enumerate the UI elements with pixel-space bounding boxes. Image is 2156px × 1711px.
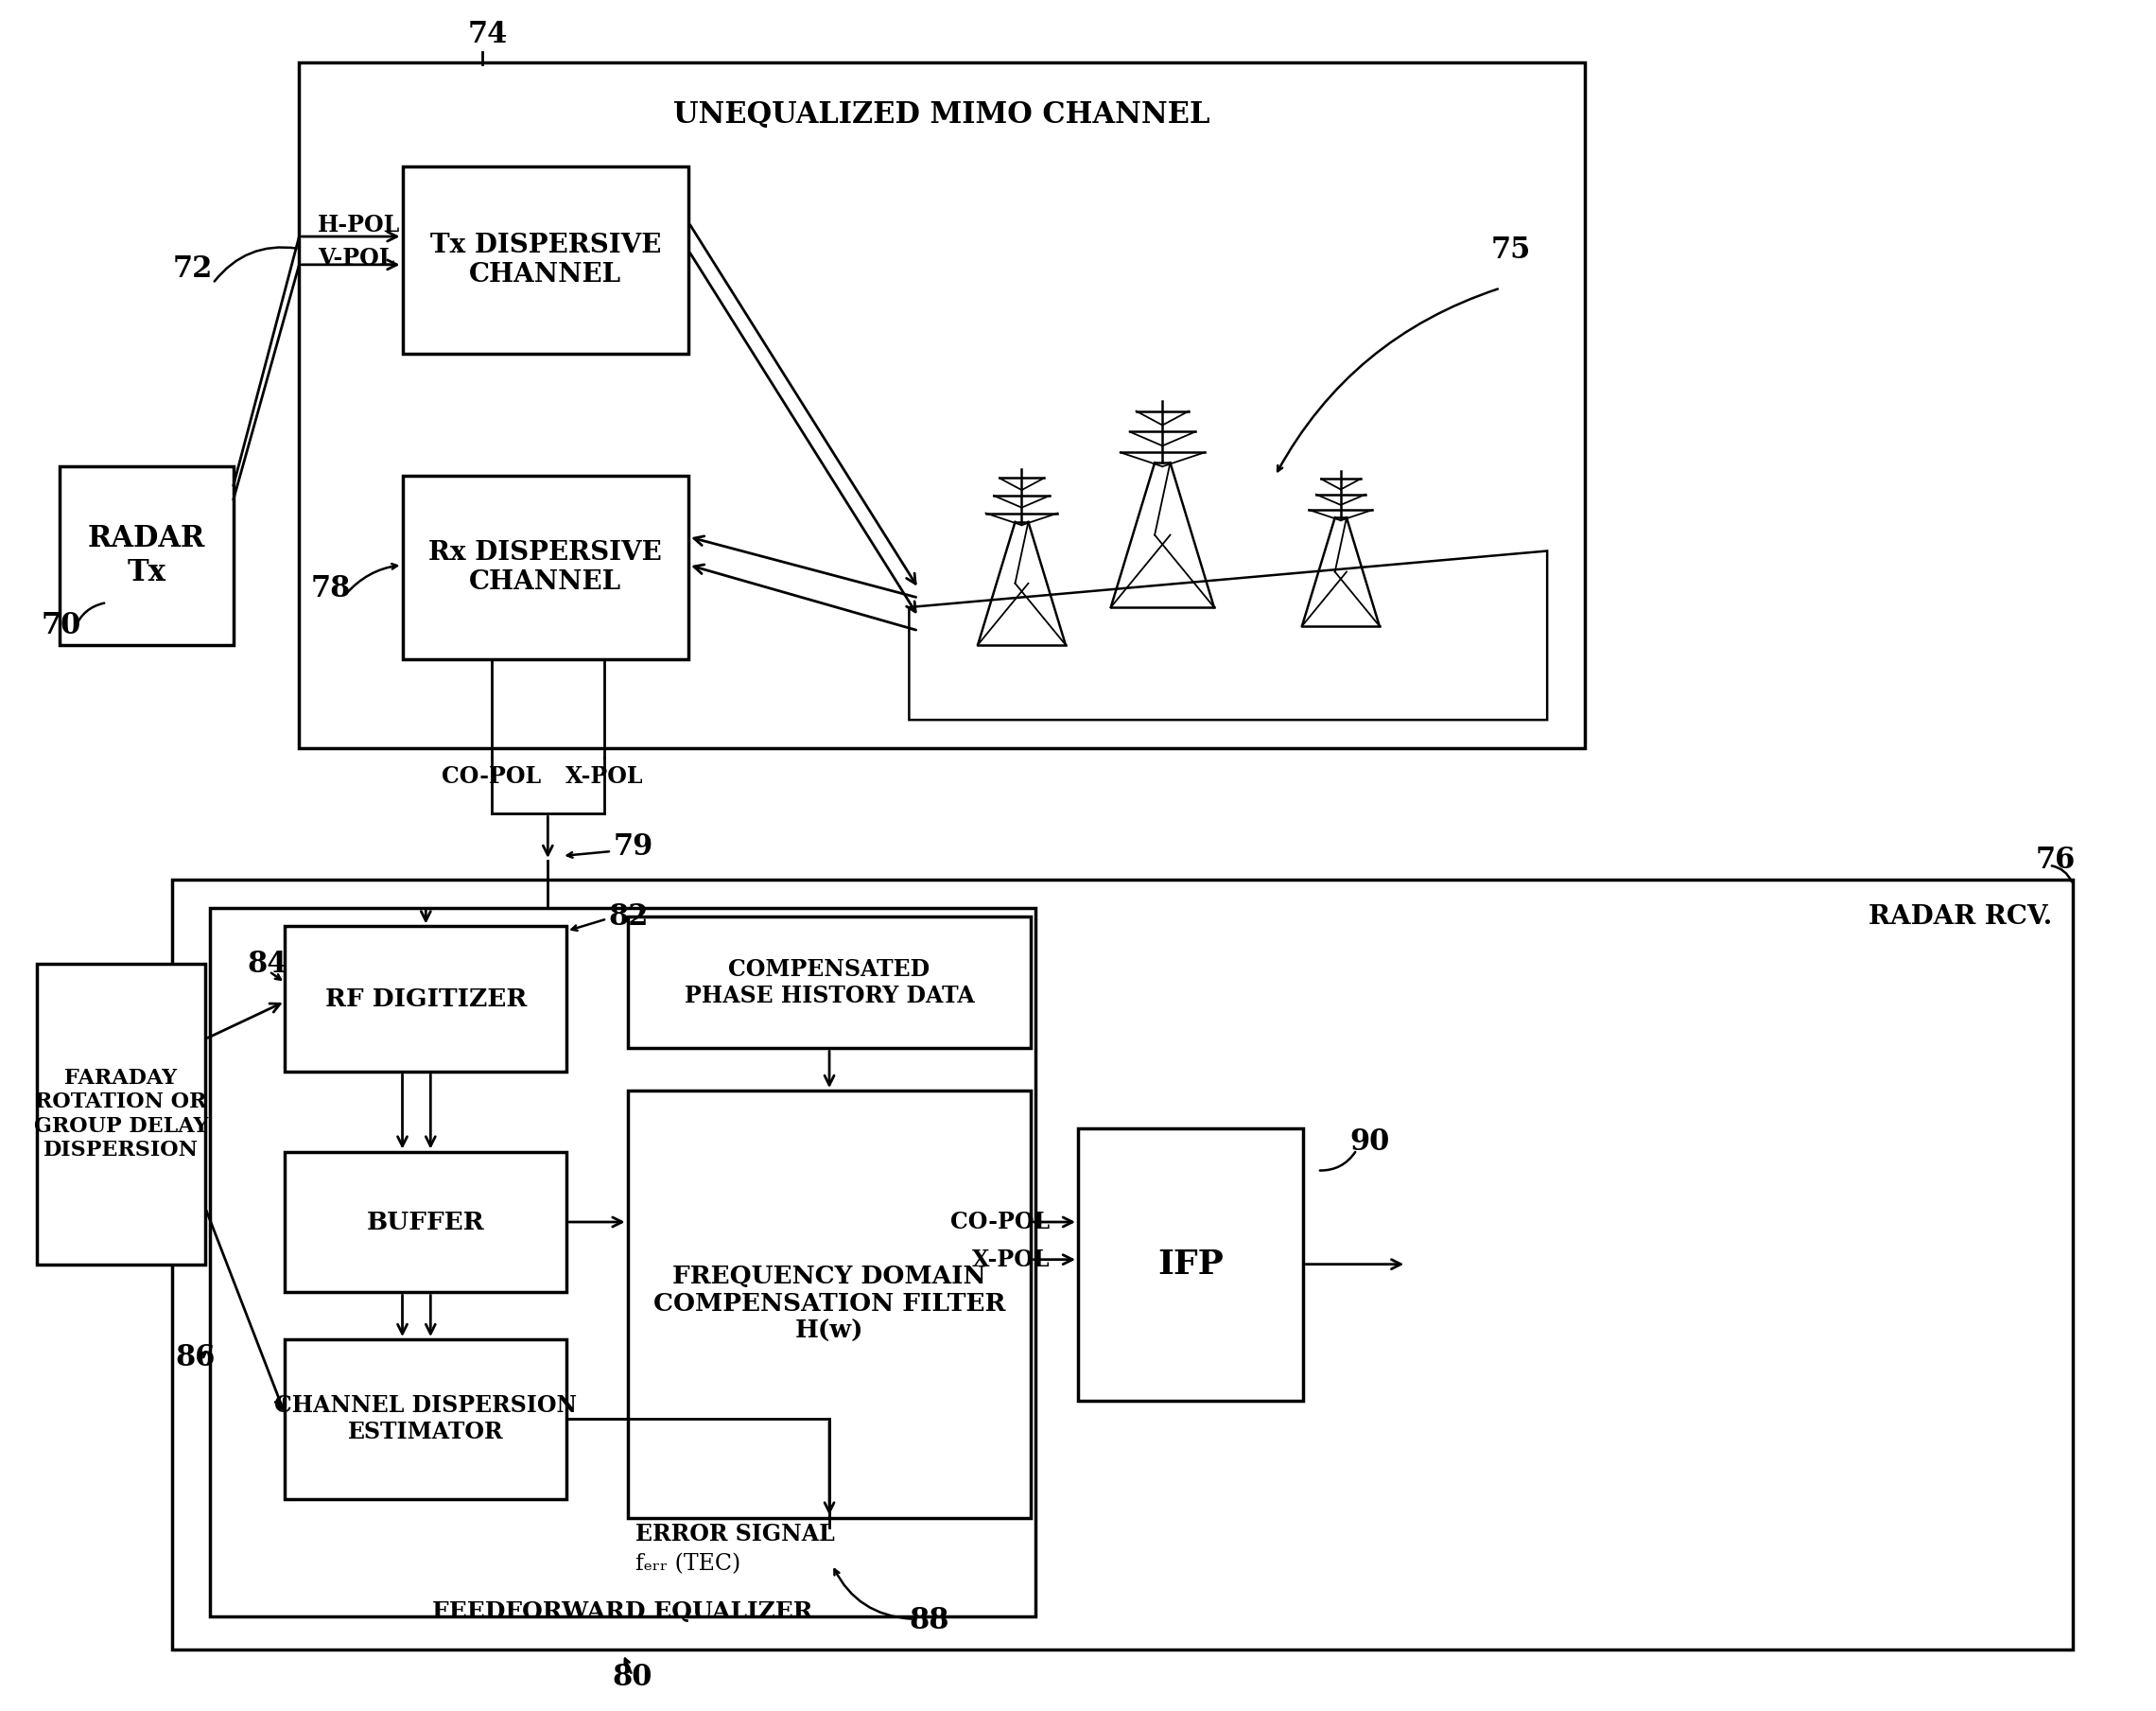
Bar: [37, 963, 205, 1264]
Text: 82: 82: [608, 902, 649, 931]
Bar: [627, 917, 1031, 1049]
Text: 90: 90: [1350, 1128, 1391, 1157]
Bar: [285, 926, 567, 1071]
Text: CHANNEL DISPERSION
ESTIMATOR: CHANNEL DISPERSION ESTIMATOR: [274, 1394, 578, 1444]
Text: ERROR SIGNAL: ERROR SIGNAL: [636, 1523, 834, 1547]
Text: COMPENSATED
PHASE HISTORY DATA: COMPENSATED PHASE HISTORY DATA: [683, 958, 975, 1008]
Text: fₑᵣᵣ (TEC): fₑᵣᵣ (TEC): [636, 1554, 740, 1576]
Bar: [172, 879, 2072, 1649]
Bar: [60, 467, 233, 645]
Text: RADAR RCV.: RADAR RCV.: [1869, 903, 2053, 929]
Text: X-POL: X-POL: [972, 1249, 1050, 1271]
Text: 80: 80: [612, 1663, 653, 1692]
Text: 76: 76: [2035, 845, 2074, 876]
Text: 84: 84: [248, 950, 287, 979]
Text: V-POL: V-POL: [317, 246, 395, 269]
Text: FARADAY
ROTATION OR
GROUP DELAY
DISPERSION: FARADAY ROTATION OR GROUP DELAY DISPERSI…: [34, 1068, 207, 1160]
Text: 79: 79: [614, 832, 653, 861]
Text: Tx DISPERSIVE
CHANNEL: Tx DISPERSIVE CHANNEL: [429, 233, 662, 287]
Text: 74: 74: [468, 21, 509, 50]
Text: RADAR
Tx: RADAR Tx: [88, 524, 205, 587]
Text: H-POL: H-POL: [317, 214, 401, 236]
Text: CO-POL: CO-POL: [951, 1211, 1050, 1234]
Text: 75: 75: [1492, 236, 1531, 265]
Bar: [403, 166, 688, 354]
Text: IFP: IFP: [1158, 1247, 1225, 1280]
Text: Rx DISPERSIVE
CHANNEL: Rx DISPERSIVE CHANNEL: [429, 541, 662, 595]
Bar: [285, 1340, 567, 1499]
Polygon shape: [910, 551, 1548, 720]
Bar: [300, 63, 1585, 748]
Bar: [627, 1090, 1031, 1518]
Text: 70: 70: [41, 611, 82, 640]
Bar: [209, 907, 1035, 1617]
Text: RF DIGITIZER: RF DIGITIZER: [326, 987, 526, 1011]
Text: X-POL: X-POL: [565, 765, 642, 787]
Text: 78: 78: [310, 573, 351, 604]
Text: FEEDFORWARD EQUALIZER: FEEDFORWARD EQUALIZER: [433, 1600, 813, 1622]
Text: 72: 72: [172, 255, 213, 284]
Text: 86: 86: [175, 1343, 216, 1372]
Text: 88: 88: [910, 1607, 949, 1636]
Bar: [1078, 1128, 1302, 1400]
Bar: [285, 1152, 567, 1292]
Text: BUFFER: BUFFER: [367, 1210, 485, 1234]
Text: FREQUENCY DOMAIN
COMPENSATION FILTER
H(w): FREQUENCY DOMAIN COMPENSATION FILTER H(w…: [653, 1264, 1005, 1343]
Text: CO-POL: CO-POL: [442, 765, 541, 787]
Text: UNEQUALIZED MIMO CHANNEL: UNEQUALIZED MIMO CHANNEL: [673, 99, 1210, 128]
Bar: [403, 476, 688, 659]
